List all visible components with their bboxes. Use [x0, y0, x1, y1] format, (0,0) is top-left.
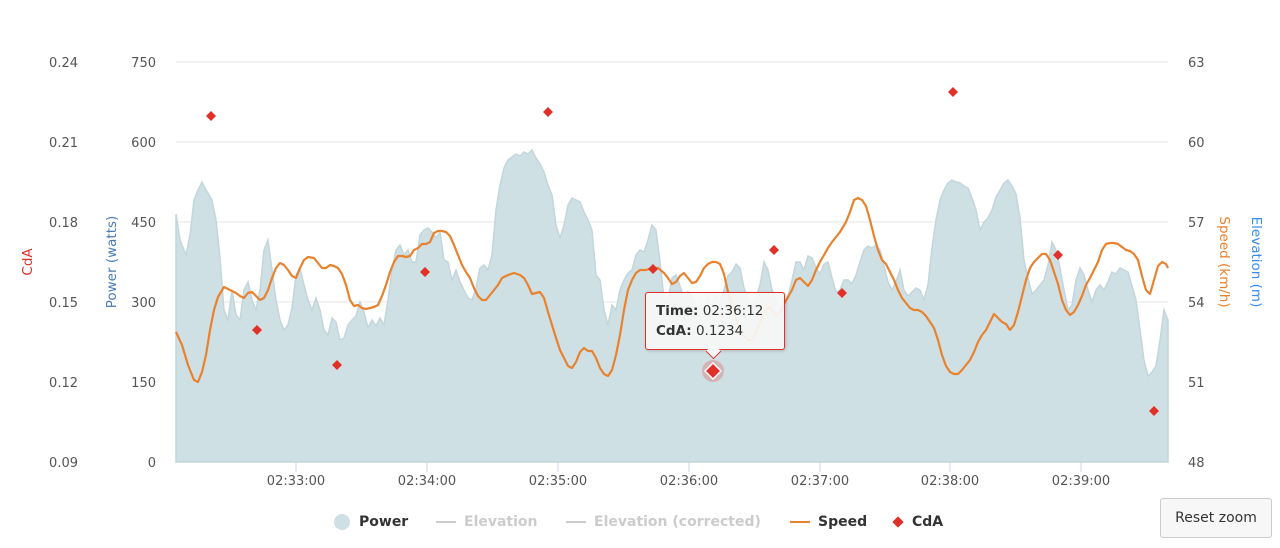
speed-line-series[interactable] — [175, 196, 1169, 384]
line-icon — [436, 521, 456, 523]
time-tick-label: 02:34:00 — [398, 474, 456, 489]
speed-tick-label: 63 — [1188, 56, 1205, 71]
cda-point-diamond-icon[interactable] — [206, 111, 216, 121]
cda-point-diamond-icon[interactable] — [1053, 250, 1063, 260]
time-tick-label: 02:39:00 — [1052, 474, 1110, 489]
legend-label: Power — [359, 514, 409, 530]
tooltip-cda-value: 0.1234 — [695, 323, 744, 339]
cda-point-diamond-icon[interactable] — [543, 107, 553, 117]
speed-tick-label: 57 — [1188, 216, 1205, 231]
cda-point-diamond-icon[interactable] — [948, 87, 958, 97]
cda-tick-label: 0.12 — [49, 376, 78, 391]
line-icon — [790, 521, 810, 523]
power-tick-label: 450 — [131, 216, 156, 231]
circle-icon — [334, 514, 350, 530]
diamond-icon — [892, 516, 904, 528]
time-tick-label: 02:33:00 — [267, 474, 325, 489]
legend-item-elevation[interactable]: Elevation — [436, 508, 538, 536]
speed-tick-label: 51 — [1188, 376, 1205, 391]
time-tick-label: 02:36:00 — [660, 474, 718, 489]
cda-tick-label: 0.24 — [49, 56, 78, 71]
x-axis-ticks — [295, 462, 1082, 472]
power-tick-label: 300 — [131, 296, 156, 311]
reset-zoom-button[interactable]: Reset zoom — [1160, 498, 1272, 538]
time-tick-label: 02:37:00 — [791, 474, 849, 489]
cda-point-diamond-icon[interactable] — [648, 264, 658, 274]
cda-point-diamond-icon[interactable] — [703, 361, 723, 381]
power-tick-label: 750 — [131, 56, 156, 71]
power-tick-label: 150 — [131, 376, 156, 391]
legend-label: Elevation (corrected) — [594, 514, 761, 530]
cda-axis-title: CdA — [20, 248, 36, 276]
elevation-axis-title: Elevation (m) — [1248, 217, 1264, 308]
cda-point-diamond-icon[interactable] — [769, 245, 779, 255]
tooltip-cda-label: CdA: — [656, 323, 692, 339]
speed-tick-label: 60 — [1188, 136, 1205, 151]
cda-point-diamond-icon[interactable] — [837, 288, 847, 298]
chart-legend: Power Elevation Elevation (corrected) Sp… — [0, 508, 1280, 536]
speed-axis-title: Speed (km/h) — [1216, 216, 1232, 307]
cda-tick-label: 0.15 — [49, 296, 78, 311]
power-axis-title: Power (watts) — [104, 216, 120, 309]
cda-tick-label: 0.18 — [49, 216, 78, 231]
cda-point-diamond-icon[interactable] — [332, 360, 342, 370]
speed-tick-label: 48 — [1188, 456, 1205, 471]
legend-label: Speed — [818, 514, 868, 530]
line-icon — [566, 521, 586, 523]
y-axis-labels: 0.24 750 63 0.21 600 60 0.18 450 57 0.15 300 54 0.12… — [49, 56, 1205, 471]
cda-point-diamond-icon[interactable] — [1149, 406, 1159, 416]
time-tick-label: 02:38:00 — [921, 474, 979, 489]
speed-tick-label: 54 — [1188, 296, 1205, 311]
cda-point-diamond-icon[interactable] — [420, 267, 430, 277]
legend-item-power[interactable]: Power — [334, 508, 408, 536]
tooltip-time-label: Time: — [656, 303, 699, 319]
legend-label: Elevation — [464, 514, 538, 530]
legend-item-elevation-corrected[interactable]: Elevation (corrected) — [566, 508, 761, 536]
x-axis-labels: 02:33:00 02:34:00 02:35:00 02:36:00 02:37:00… — [267, 474, 1110, 489]
cda-tick-label: 0.21 — [49, 136, 78, 151]
cda-tick-label: 0.09 — [49, 456, 78, 471]
time-tick-label: 02:35:00 — [529, 474, 587, 489]
cda-scatter-series[interactable] — [206, 87, 1159, 416]
legend-label: CdA — [912, 514, 944, 530]
tooltip-time-row: Time: 02:36:12 — [656, 301, 774, 321]
data-point-tooltip: Time: 02:36:12 CdA: 0.1234 — [645, 292, 785, 350]
legend-item-speed[interactable]: Speed — [790, 508, 867, 536]
legend-item-cda[interactable]: CdA — [890, 508, 943, 536]
tooltip-cda-row: CdA: 0.1234 — [656, 321, 774, 341]
power-tick-label: 0 — [148, 456, 156, 471]
tooltip-time-value: 02:36:12 — [702, 303, 764, 319]
cda-point-diamond-icon[interactable] — [252, 325, 262, 335]
power-tick-label: 600 — [131, 136, 156, 151]
